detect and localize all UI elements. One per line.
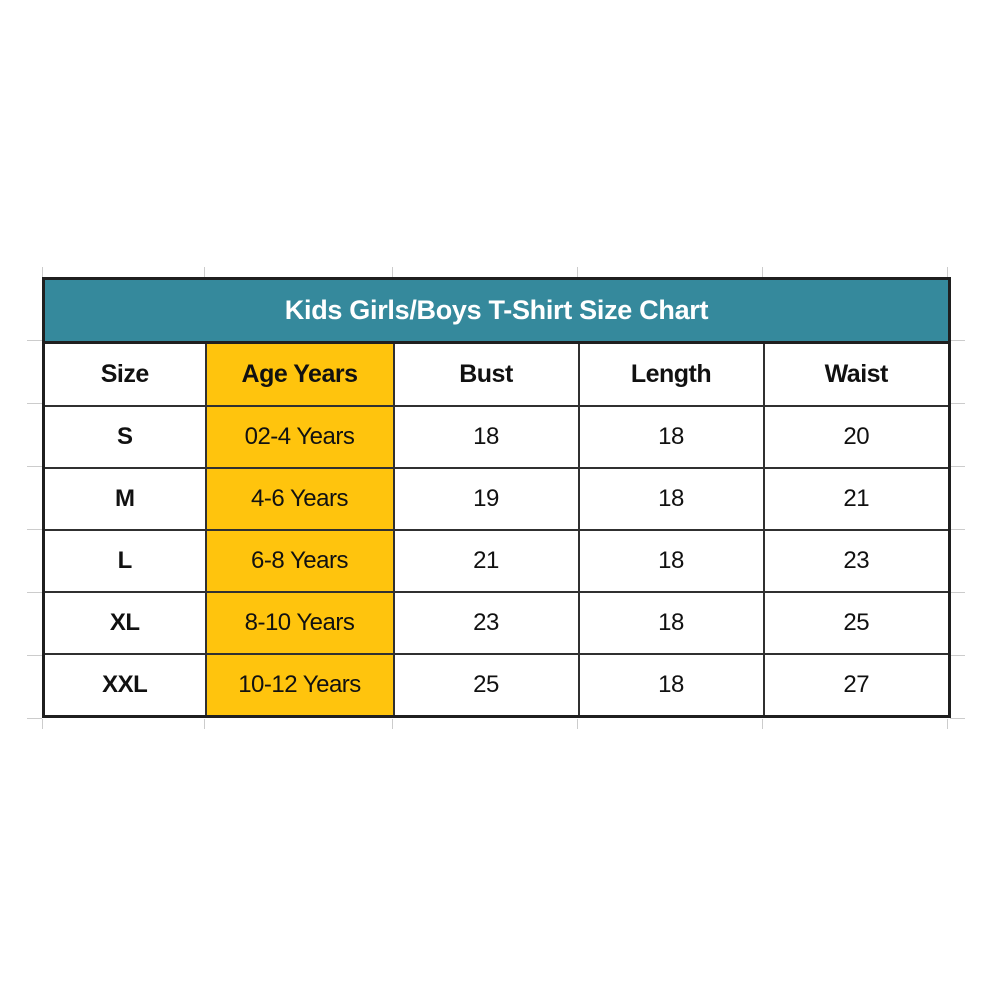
gridline-stub [950, 466, 965, 467]
cell-bust: 23 [392, 590, 580, 655]
cell-length: 18 [577, 528, 765, 593]
cell-size: XXL [42, 652, 207, 718]
gridline-stub [392, 719, 393, 729]
gridline-stub [947, 267, 948, 277]
size-chart-table: Kids Girls/Boys T-Shirt Size Chart Size … [42, 277, 951, 718]
cell-waist: 23 [762, 528, 951, 593]
gridline-stub [27, 655, 42, 656]
table-row-m: M 4-6 Years 19 18 21 [42, 466, 951, 531]
gridline-stub [42, 719, 43, 729]
col-header-length: Length [577, 341, 765, 407]
col-header-size: Size [42, 341, 207, 407]
gridline-stub [27, 592, 42, 593]
cell-age: 02-4 Years [204, 405, 395, 469]
cell-size: M [42, 466, 207, 531]
cell-bust: 25 [392, 652, 580, 718]
gridline-stub [577, 267, 578, 277]
table-title: Kids Girls/Boys T-Shirt Size Chart [42, 277, 951, 344]
gridline-stub [392, 267, 393, 277]
cell-bust: 19 [392, 466, 580, 531]
gridline-stub [950, 529, 965, 530]
gridline-stub [950, 592, 965, 593]
cell-bust: 21 [392, 528, 580, 593]
table-row-xl: XL 8-10 Years 23 18 25 [42, 590, 951, 655]
cell-size: S [42, 405, 207, 469]
gridline-stub [950, 655, 965, 656]
cell-length: 18 [577, 466, 765, 531]
gridline-stub [27, 529, 42, 530]
gridline-stub [27, 718, 42, 719]
cell-waist: 27 [762, 652, 951, 718]
gridline-stub [42, 267, 43, 277]
cell-age: 4-6 Years [204, 466, 395, 531]
cell-waist: 21 [762, 466, 951, 531]
cell-size: L [42, 528, 207, 593]
gridline-stub [762, 267, 763, 277]
gridline-stub [27, 340, 42, 341]
gridline-stub [950, 403, 965, 404]
cell-length: 18 [577, 590, 765, 655]
table-title-row: Kids Girls/Boys T-Shirt Size Chart [42, 277, 951, 344]
gridline-stub [762, 719, 763, 729]
col-header-waist: Waist [762, 341, 951, 407]
col-header-age: Age Years [204, 341, 395, 407]
gridline-stub [204, 719, 205, 729]
table-row-xxl: XXL 10-12 Years 25 18 27 [42, 652, 951, 718]
gridline-stub [950, 718, 965, 719]
gridline-stub [950, 340, 965, 341]
cell-length: 18 [577, 652, 765, 718]
gridline-stub [947, 719, 948, 729]
gridline-stub [27, 403, 42, 404]
cell-bust: 18 [392, 405, 580, 469]
cell-waist: 25 [762, 590, 951, 655]
gridline-stub [27, 466, 42, 467]
cell-length: 18 [577, 405, 765, 469]
gridline-stub [577, 719, 578, 729]
table-row-s: S 02-4 Years 18 18 20 [42, 405, 951, 469]
cell-waist: 20 [762, 405, 951, 469]
gridline-stub [204, 267, 205, 277]
cell-age: 10-12 Years [204, 652, 395, 718]
cell-age: 6-8 Years [204, 528, 395, 593]
table-row-l: L 6-8 Years 21 18 23 [42, 528, 951, 593]
col-header-bust: Bust [392, 341, 580, 407]
table-header-row: Size Age Years Bust Length Waist [42, 341, 951, 407]
cell-age: 8-10 Years [204, 590, 395, 655]
cell-size: XL [42, 590, 207, 655]
